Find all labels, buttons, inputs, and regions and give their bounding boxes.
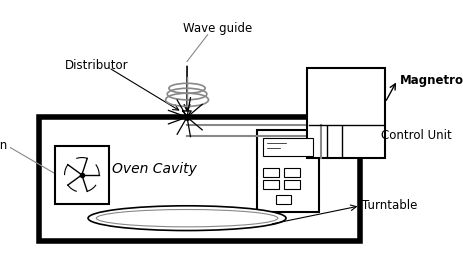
Bar — [275, 195, 291, 204]
Bar — [283, 180, 299, 189]
Text: Fan: Fan — [0, 140, 7, 153]
Ellipse shape — [88, 206, 285, 231]
Bar — [55, 146, 108, 204]
Bar — [257, 130, 319, 212]
Text: Wave guide: Wave guide — [183, 22, 252, 35]
Bar — [263, 168, 278, 177]
Bar — [38, 117, 359, 241]
Text: Control Unit: Control Unit — [380, 129, 450, 142]
Text: Oven Cavity: Oven Cavity — [112, 162, 196, 176]
Text: Magnetron: Magnetron — [399, 74, 463, 87]
Ellipse shape — [96, 210, 277, 227]
Bar — [283, 168, 299, 177]
Bar — [263, 180, 278, 189]
Bar — [263, 138, 312, 156]
Bar — [306, 68, 384, 158]
Text: Distributor: Distributor — [65, 59, 129, 72]
Text: Turntable: Turntable — [362, 199, 417, 212]
